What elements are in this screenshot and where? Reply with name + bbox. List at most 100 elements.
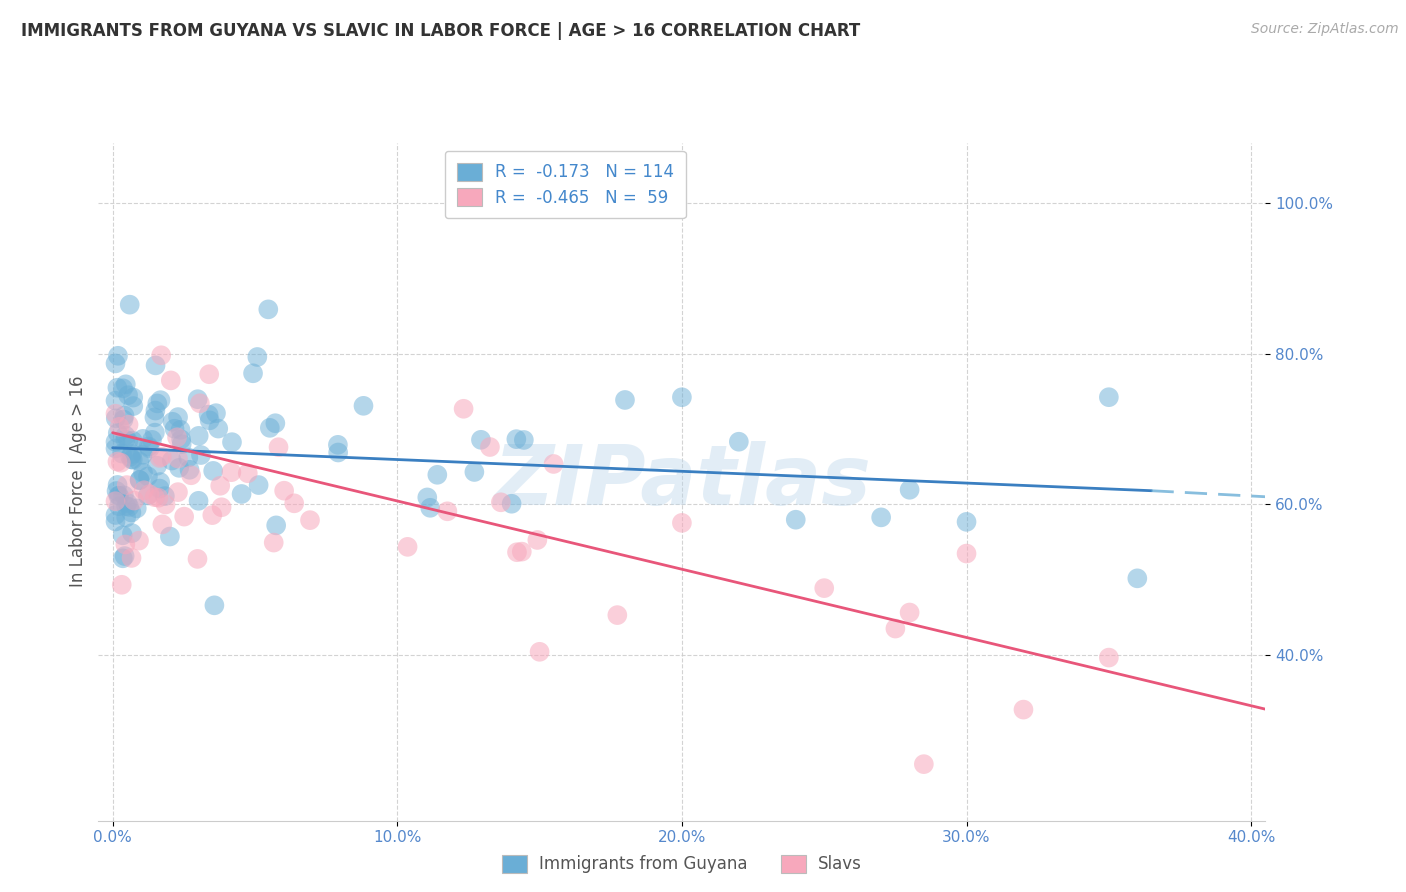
Point (149, 482, 172, 496)
Point (197, 408, 219, 422)
Point (912, 757, 935, 772)
Point (150, 450, 173, 464)
Point (104, 442, 127, 456)
Point (115, 478, 138, 492)
Point (122, 399, 145, 413)
Text: IMMIGRANTS FROM GUYANA VS SLAVIC IN LABOR FORCE | AGE > 16 CORRELATION CHART: IMMIGRANTS FROM GUYANA VS SLAVIC IN LABO… (21, 22, 860, 40)
Point (153, 489, 176, 503)
Point (898, 483, 921, 497)
Point (108, 499, 131, 513)
Point (198, 368, 221, 382)
Point (138, 442, 160, 456)
Point (145, 403, 167, 417)
Point (108, 419, 131, 434)
Point (136, 469, 159, 483)
Point (396, 540, 419, 554)
Point (1126, 571, 1149, 585)
Point (264, 416, 287, 430)
Point (247, 478, 270, 492)
Point (145, 359, 167, 373)
Point (104, 508, 127, 522)
Point (231, 487, 253, 501)
Text: ZIPatlas: ZIPatlas (494, 442, 870, 522)
Point (257, 302, 280, 317)
Point (114, 537, 136, 551)
Point (264, 518, 287, 533)
Point (328, 445, 350, 459)
Point (115, 510, 138, 524)
Point (114, 428, 136, 442)
Point (489, 495, 512, 509)
Point (115, 499, 138, 513)
Point (188, 396, 211, 410)
Point (426, 467, 449, 482)
Point (167, 485, 190, 500)
Point (526, 533, 548, 547)
Point (104, 393, 127, 408)
Point (187, 392, 209, 407)
Point (143, 425, 166, 440)
Point (162, 415, 184, 429)
Point (236, 467, 259, 481)
Point (263, 535, 285, 549)
Point (501, 497, 523, 511)
Point (955, 515, 977, 529)
Point (884, 622, 907, 636)
Point (138, 487, 160, 501)
Point (242, 366, 264, 380)
Point (159, 529, 181, 543)
Point (108, 489, 131, 503)
Point (105, 381, 128, 395)
Point (187, 493, 209, 508)
Point (813, 581, 835, 595)
Point (167, 451, 190, 466)
Point (121, 550, 143, 565)
Point (104, 356, 127, 370)
Y-axis label: In Labor Force | Age > 16: In Labor Force | Age > 16 (69, 376, 87, 588)
Point (326, 438, 349, 452)
Point (207, 421, 229, 435)
Point (112, 381, 135, 395)
Point (202, 599, 225, 613)
Point (118, 298, 141, 312)
Point (170, 437, 193, 451)
Point (132, 448, 155, 462)
Point (190, 448, 212, 462)
Point (111, 528, 134, 542)
Point (149, 450, 172, 465)
Point (149, 475, 172, 489)
Point (121, 526, 143, 541)
Point (169, 423, 191, 437)
Point (136, 488, 159, 502)
Point (671, 516, 693, 530)
Point (122, 493, 145, 508)
Point (510, 544, 533, 558)
Point (205, 406, 228, 420)
Point (104, 515, 127, 529)
Point (259, 421, 281, 435)
Point (785, 513, 807, 527)
Point (727, 434, 749, 449)
Point (505, 432, 527, 446)
Point (298, 513, 321, 527)
Point (104, 494, 127, 508)
Point (112, 488, 135, 502)
Point (128, 533, 150, 548)
Point (478, 440, 501, 454)
Point (104, 411, 127, 425)
Point (1098, 390, 1121, 404)
Point (143, 490, 166, 504)
Point (107, 478, 129, 492)
Point (132, 466, 155, 480)
Point (117, 434, 139, 449)
Point (150, 348, 173, 362)
Point (146, 396, 169, 410)
Point (149, 393, 172, 408)
Legend: Immigrants from Guyana, Slavs: Immigrants from Guyana, Slavs (496, 848, 868, 880)
Point (118, 500, 141, 514)
Point (671, 390, 693, 404)
Point (614, 392, 637, 407)
Point (105, 483, 128, 498)
Point (177, 450, 200, 465)
Point (955, 547, 977, 561)
